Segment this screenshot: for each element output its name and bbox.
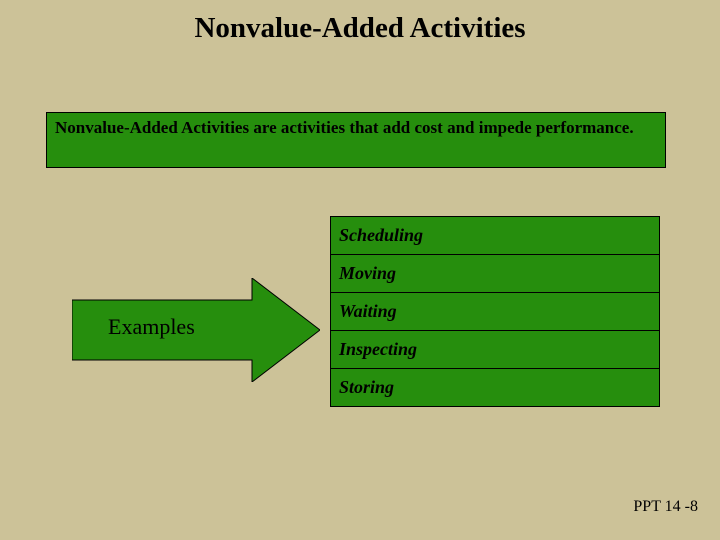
list-item-label: Moving bbox=[331, 255, 660, 293]
slide-title: Nonvalue-Added Activities bbox=[0, 0, 720, 45]
definition-text: Nonvalue-Added Activities are activities… bbox=[55, 118, 634, 137]
list-item-label: Inspecting bbox=[331, 331, 660, 369]
list-item: Waiting bbox=[331, 293, 660, 331]
slide-number: PPT 14 -8 bbox=[633, 498, 698, 516]
list-item: Storing bbox=[331, 369, 660, 407]
list-item-label: Storing bbox=[331, 369, 660, 407]
list-item: Moving bbox=[331, 255, 660, 293]
examples-list: Scheduling Moving Waiting Inspecting Sto… bbox=[330, 216, 660, 407]
arrow-label: Examples bbox=[108, 314, 195, 340]
list-item: Scheduling bbox=[331, 217, 660, 255]
list-item-label: Waiting bbox=[331, 293, 660, 331]
definition-box: Nonvalue-Added Activities are activities… bbox=[46, 112, 666, 168]
list-item-label: Scheduling bbox=[331, 217, 660, 255]
list-item: Inspecting bbox=[331, 331, 660, 369]
